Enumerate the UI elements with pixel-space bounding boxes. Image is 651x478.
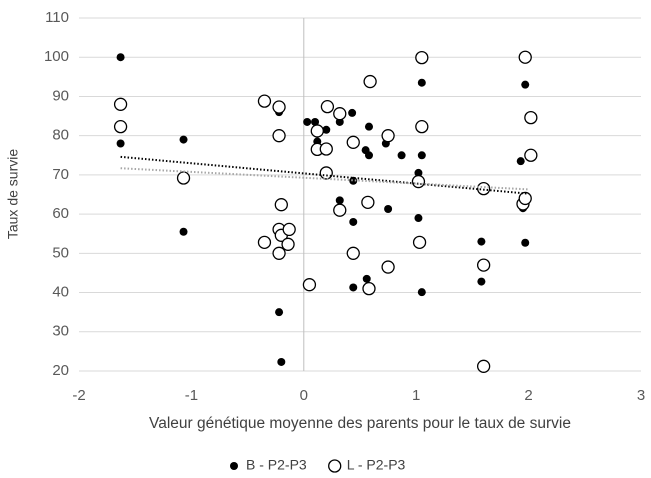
data-point (521, 80, 530, 89)
data-point (333, 203, 347, 217)
data-point (524, 148, 538, 162)
data-point (257, 235, 272, 250)
data-point (381, 260, 395, 274)
y-tick-label: 100 (44, 48, 69, 65)
data-point (281, 237, 295, 251)
data-point (348, 108, 357, 117)
x-tick-label: 0 (300, 387, 308, 404)
trendline (120, 167, 529, 191)
data-point (257, 94, 272, 108)
data-point (113, 97, 128, 111)
data-point (521, 238, 530, 247)
data-point (412, 235, 427, 250)
data-point (176, 171, 191, 185)
y-tick-label: 60 (52, 205, 69, 222)
data-point (476, 258, 491, 272)
legend-label: B - P2-P3 (246, 457, 307, 473)
y-tick-label: 50 (52, 244, 69, 261)
y-tick-label: 70 (52, 166, 69, 183)
data-point (274, 198, 288, 212)
data-point (310, 124, 324, 138)
data-point (116, 53, 125, 62)
data-point (476, 359, 491, 373)
data-point (319, 142, 333, 156)
data-point (277, 357, 286, 366)
data-point (275, 308, 284, 317)
data-point (364, 122, 373, 131)
legend-marker (230, 462, 238, 470)
data-point (179, 227, 188, 236)
data-point (333, 107, 347, 121)
data-point (311, 117, 320, 126)
data-point (477, 277, 486, 286)
data-point (335, 196, 344, 205)
x-axis-label: Valeur génétique moyenne des parents pou… (149, 415, 571, 432)
data-point (349, 283, 358, 292)
data-point (361, 195, 375, 209)
data-point (349, 217, 358, 226)
data-point (346, 135, 360, 149)
data-point (417, 151, 426, 160)
data-point (417, 288, 426, 297)
y-tick-label: 80 (52, 127, 69, 144)
data-point (272, 100, 286, 114)
y-tick-label: 30 (52, 323, 69, 340)
y-tick-label: 20 (52, 362, 69, 379)
data-point (397, 151, 406, 160)
data-point (319, 166, 333, 180)
y-tick-label: 110 (45, 9, 69, 26)
data-point (272, 246, 286, 260)
data-point (282, 222, 296, 237)
data-point (303, 117, 312, 126)
data-point (320, 99, 335, 114)
data-point (363, 74, 377, 89)
data-point (384, 205, 393, 214)
data-point (113, 119, 128, 134)
x-tick-label: 2 (524, 387, 532, 404)
data-point (302, 278, 317, 292)
data-point (516, 157, 525, 166)
y-tick-label: 90 (52, 87, 69, 104)
data-point (411, 174, 426, 189)
y-axis-label: Taux de survie (5, 149, 21, 239)
legend-marker (328, 459, 342, 473)
data-point (346, 246, 360, 260)
data-point (476, 181, 491, 196)
x-tick-label: -2 (72, 387, 85, 404)
data-point (381, 129, 395, 143)
data-point (415, 50, 429, 65)
x-tick-label: 1 (412, 387, 420, 404)
x-tick-label: 3 (637, 387, 645, 404)
data-point (518, 50, 532, 64)
data-point (414, 214, 423, 223)
data-point (116, 139, 125, 148)
data-point (362, 274, 371, 283)
y-tick-label: 40 (52, 284, 69, 301)
data-point (477, 237, 486, 246)
data-point (179, 135, 188, 144)
x-tick-label: -1 (185, 387, 198, 404)
legend-label: L - P2-P3 (347, 457, 406, 473)
data-point (417, 78, 426, 87)
data-point (362, 281, 376, 296)
data-point (414, 168, 423, 177)
data-point (364, 151, 373, 160)
data-point (322, 125, 331, 134)
data-point (272, 129, 286, 143)
data-point (415, 119, 429, 134)
data-point (524, 110, 538, 125)
